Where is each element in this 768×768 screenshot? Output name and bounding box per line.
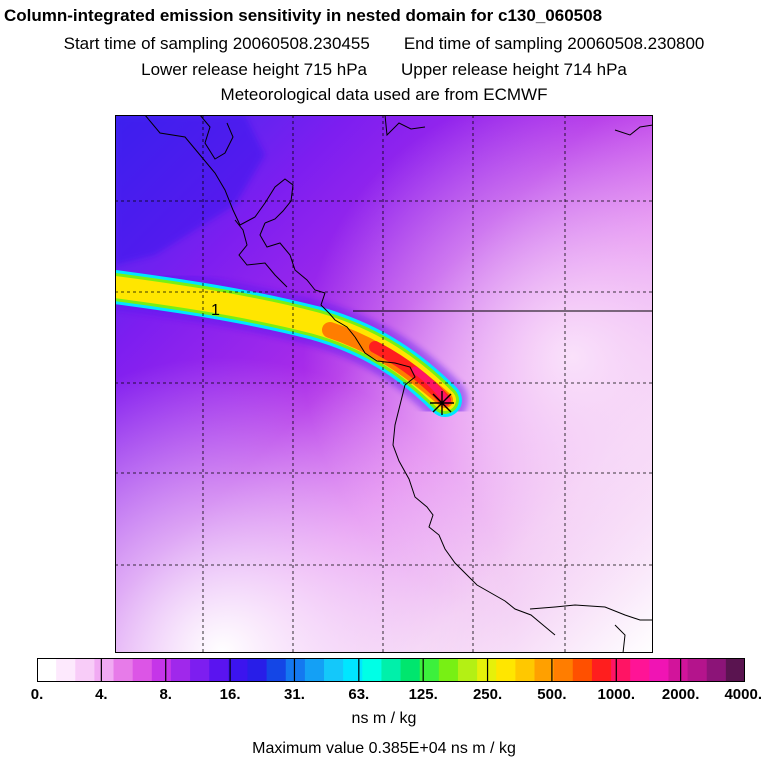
colorbar-swatch (75, 658, 95, 682)
colorbar-swatch (553, 658, 574, 682)
colorbar-swatch (94, 658, 115, 682)
colorbar-swatch (457, 658, 478, 682)
colorbar-swatch (591, 658, 612, 682)
max-value-label: Maximum value 0.385E+04 ns m / kg (252, 740, 516, 757)
colorbar-swatch (209, 658, 229, 682)
colorbar-swatch (477, 658, 497, 682)
colorbar-swatch (630, 658, 650, 682)
colorbar-frame (37, 658, 745, 682)
colorbar-swatch (706, 658, 727, 682)
receptor-marker (430, 391, 454, 415)
colorbar-swatch (132, 658, 153, 682)
colorbar-tick-label: 500. (537, 686, 567, 703)
map-frame (115, 115, 653, 653)
colorbar-swatch (37, 658, 57, 682)
colorbar-swatch (56, 658, 76, 682)
colorbar-tick-label: 8. (159, 686, 172, 703)
colorbar-swatch (228, 658, 248, 682)
colorbar-swatch (247, 658, 268, 682)
plume-contour-label: 1 (211, 302, 220, 319)
colorbar-swatch (687, 658, 708, 682)
colorbar-swatch (190, 658, 210, 682)
colorbar-tick-label: 4. (95, 686, 108, 703)
colorbar-swatch (304, 658, 325, 682)
colorbar-swatch (151, 658, 172, 682)
colorbar-tick-label: 250. (472, 686, 503, 703)
coastlines (144, 115, 653, 653)
colorbar-swatch (515, 658, 536, 682)
emission-sensitivity-map: 1 (115, 115, 653, 653)
colorbar-tick-label: 2000. (661, 686, 700, 703)
plume-magenta (411, 366, 451, 405)
colorbar-swatch (285, 658, 306, 682)
colorbar-swatch (572, 658, 593, 682)
colorbar-swatch (611, 658, 631, 682)
colorbar-tick-label: 31. (284, 686, 305, 703)
colorbar-tick-label: 0. (30, 686, 44, 703)
start-time-label: Start time of sampling 20060508.230455 (63, 34, 370, 53)
lower-release-label: Lower release height 715 hPa (141, 60, 367, 79)
colorbar-units: ns m / kg (351, 710, 417, 727)
colorbar-swatch (649, 658, 669, 682)
colorbar-swatch (324, 658, 344, 682)
sampling-times: Start time of sampling 20060508.230455 En… (0, 34, 768, 54)
page-title: Column-integrated emission sensitivity i… (4, 6, 603, 25)
colorbar-swatch (668, 658, 689, 682)
colorbar-swatch (113, 658, 134, 682)
colorbar-swatch (362, 658, 382, 682)
end-time-label: End time of sampling 20060508.230800 (403, 34, 705, 53)
colorbar-swatch (381, 658, 402, 682)
colorbar-swatch (170, 658, 191, 682)
northwest-high-region (115, 115, 265, 265)
release-heights: Lower release height 715 hPa Upper releas… (0, 60, 768, 80)
colorbar-swatch (419, 658, 440, 682)
met-data-label: Meteorological data used are from ECMWF (220, 85, 548, 104)
colorbar-swatch (400, 658, 421, 682)
colorbar-swatch (438, 658, 459, 682)
colorbar-tick-label: 1000. (597, 686, 636, 703)
colorbar-swatch (343, 658, 363, 682)
colorbar-tick-label: 4000. (724, 686, 762, 703)
colorbar-tick-label: 63. (348, 686, 370, 703)
colorbar-swatch (496, 658, 516, 682)
colorbar-swatch (534, 658, 555, 682)
colorbar-swatch (266, 658, 287, 682)
colorbar-swatch (725, 658, 745, 682)
colorbar (37, 658, 745, 682)
colorbar-tick-label: 125. (408, 686, 438, 703)
upper-release-label: Upper release height 714 hPa (401, 60, 627, 79)
colorbar-tick-label: 16. (219, 686, 241, 703)
